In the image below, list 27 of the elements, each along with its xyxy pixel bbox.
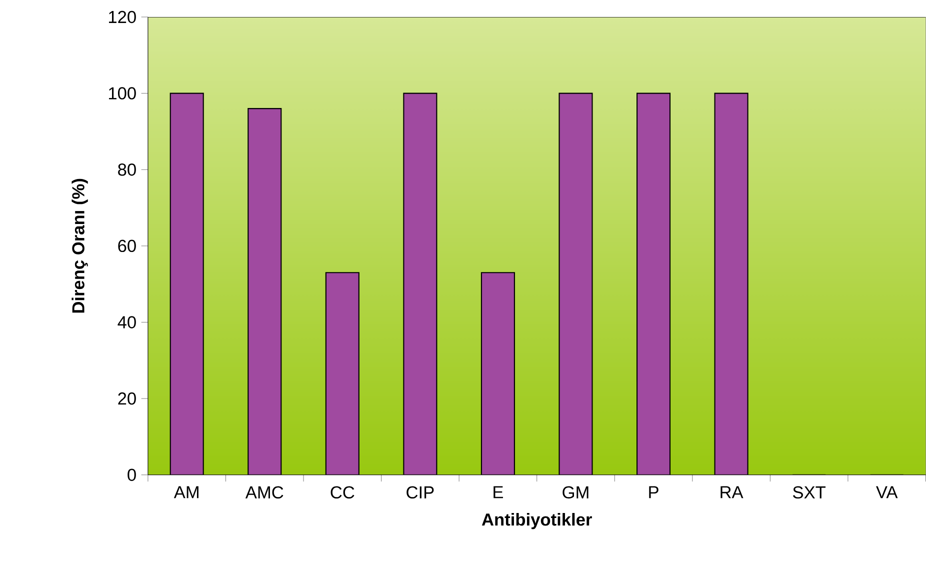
y-tick-label: 100 (108, 87, 136, 100)
x-axis-title: Antibiyotikler (482, 513, 592, 530)
bar (480, 272, 515, 475)
y-tick-label: 20 (118, 392, 136, 405)
bar (170, 92, 204, 475)
x-tick-label: GM (562, 486, 588, 499)
bar (558, 92, 593, 475)
y-tick-label: 0 (128, 468, 136, 482)
bar (248, 108, 282, 475)
x-tick-label: CC (330, 486, 354, 499)
x-tick-label: CIP (406, 486, 434, 499)
x-tick-label: SXT (793, 486, 826, 499)
y-tick-label: 40 (118, 316, 136, 328)
x-tick-label: E (494, 486, 503, 498)
bar (403, 92, 438, 475)
x-tick-label: AMC (245, 486, 284, 499)
bar (636, 92, 671, 475)
x-tick-label: RA (720, 486, 744, 498)
bar (714, 92, 748, 475)
y-tick-label: 80 (118, 164, 136, 176)
y-axis-title: Direnç Oranı (%) (72, 179, 88, 313)
x-tick-label: AM (174, 486, 198, 498)
y-tick-label: 120 (108, 10, 136, 24)
x-tick-label: P (649, 486, 658, 498)
y-tick-label: 60 (118, 240, 136, 252)
x-tick-label: VA (876, 486, 898, 498)
bar (325, 272, 360, 475)
